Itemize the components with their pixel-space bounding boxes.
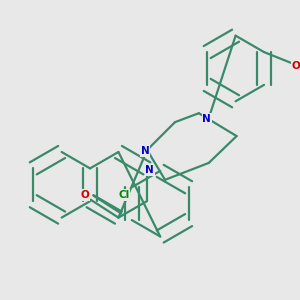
Text: N: N [146, 165, 154, 176]
Text: O: O [292, 61, 300, 71]
Text: N: N [202, 114, 211, 124]
Text: N: N [141, 146, 149, 156]
Text: Cl: Cl [118, 190, 130, 200]
Text: O: O [80, 190, 89, 200]
